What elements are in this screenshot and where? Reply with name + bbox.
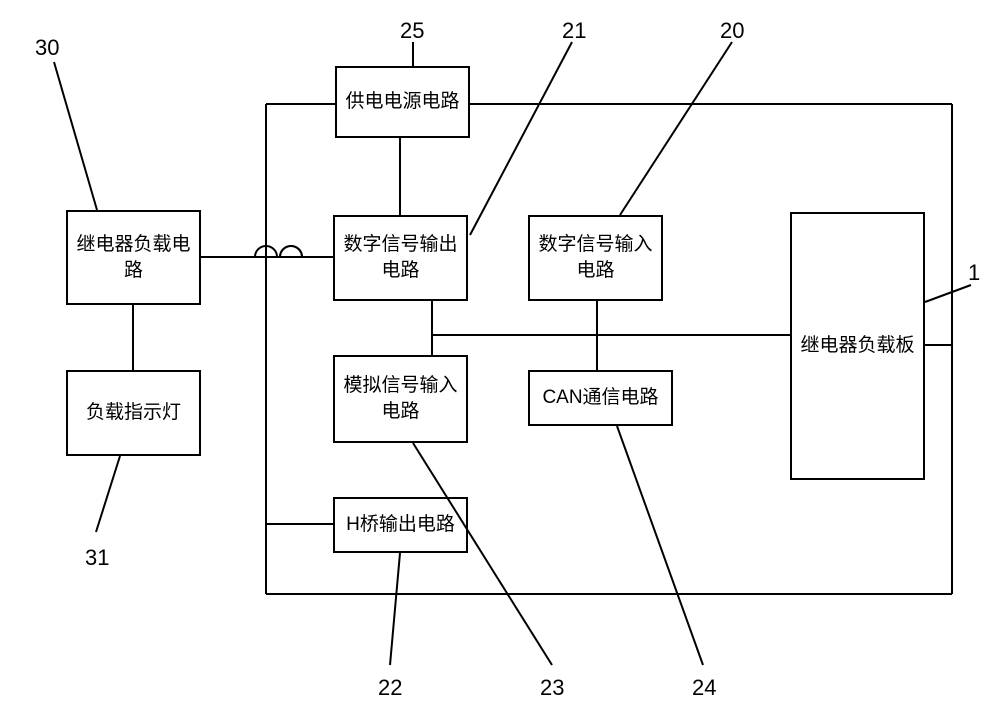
node-dig-out: 数字信号输出电路: [333, 215, 468, 301]
callout-24: 24: [692, 675, 716, 701]
node-relay-board: 继电器负载板: [790, 212, 925, 480]
callout-23: 23: [540, 675, 564, 701]
diagram-canvas: 供电电源电路 继电器负载电路 数字信号输出电路 数字信号输入电路 继电器负载板 …: [0, 0, 1000, 723]
callout-30: 30: [35, 35, 59, 61]
callout-21: 21: [562, 18, 586, 44]
node-analog-in: 模拟信号输入电路: [333, 355, 468, 443]
node-dig-out-label: 数字信号输出电路: [343, 232, 457, 283]
node-relay-circuit-label: 继电器负载电路: [76, 232, 190, 283]
node-load-led: 负载指示灯: [66, 370, 201, 456]
node-can: CAN通信电路: [528, 370, 673, 426]
callout-20: 20: [720, 18, 744, 44]
node-dig-in-label: 数字信号输入电路: [538, 232, 652, 283]
node-power: 供电电源电路: [335, 66, 470, 138]
node-relay-circuit: 继电器负载电路: [66, 210, 201, 305]
callout-1: 1: [968, 260, 980, 286]
callout-22: 22: [378, 675, 402, 701]
callout-31: 31: [85, 545, 109, 571]
callout-25: 25: [400, 18, 424, 44]
node-analog-in-label: 模拟信号输入电路: [343, 373, 457, 424]
node-dig-in: 数字信号输入电路: [528, 215, 663, 301]
node-hbridge: H桥输出电路: [333, 497, 468, 553]
